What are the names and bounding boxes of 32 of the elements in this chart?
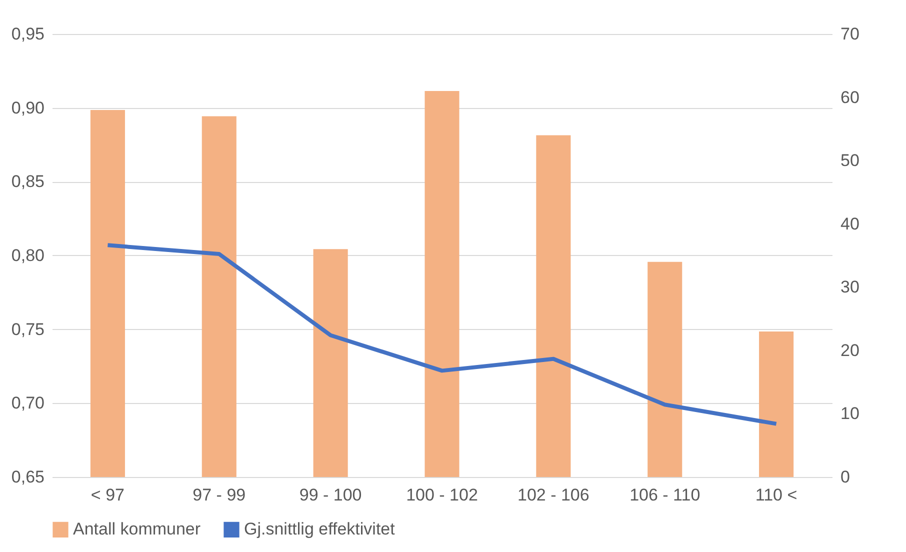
x-tick-label: < 97 [90,486,124,504]
y2-tick-label: 30 [840,278,860,297]
y-tick-label: 0,70 [11,394,44,413]
y2-tick-label: 60 [840,88,860,107]
y2-tick-label: 10 [840,404,860,424]
legend-label: Gj.snittlig effektivitet [244,520,396,539]
x-tick-label: 102 - 106 [518,486,590,504]
x-tick-label: 100 - 102 [406,486,478,504]
bar [536,135,571,477]
bar [648,262,682,477]
x-tick-label: 99 - 100 [299,486,362,504]
bar [202,116,236,477]
bar [424,90,460,477]
x-tick-label: 106 - 110 [630,486,700,504]
y2-tick-label: 0 [840,468,850,486]
y-tick-label: 0,80 [11,246,44,265]
line-series [106,243,778,426]
y2-tick-label: 70 [840,24,860,44]
legend-label: Antall kommuner [73,520,201,539]
x-tick-label: 110 < [755,486,798,504]
y-tick-label: 0,75 [11,320,44,339]
y-tick-label: 0,90 [11,98,44,118]
bar [90,110,125,477]
bar [313,249,348,477]
y2-tick-label: 40 [840,214,860,234]
x-tick-label: 97 - 99 [192,486,246,504]
bar [759,331,794,477]
y-tick-label: 0,65 [11,468,44,486]
y-tick-label: 0,95 [11,24,44,44]
y2-tick-label: 20 [840,340,860,360]
y-tick-label: 0,85 [11,172,44,192]
y2-tick-label: 50 [840,151,860,170]
